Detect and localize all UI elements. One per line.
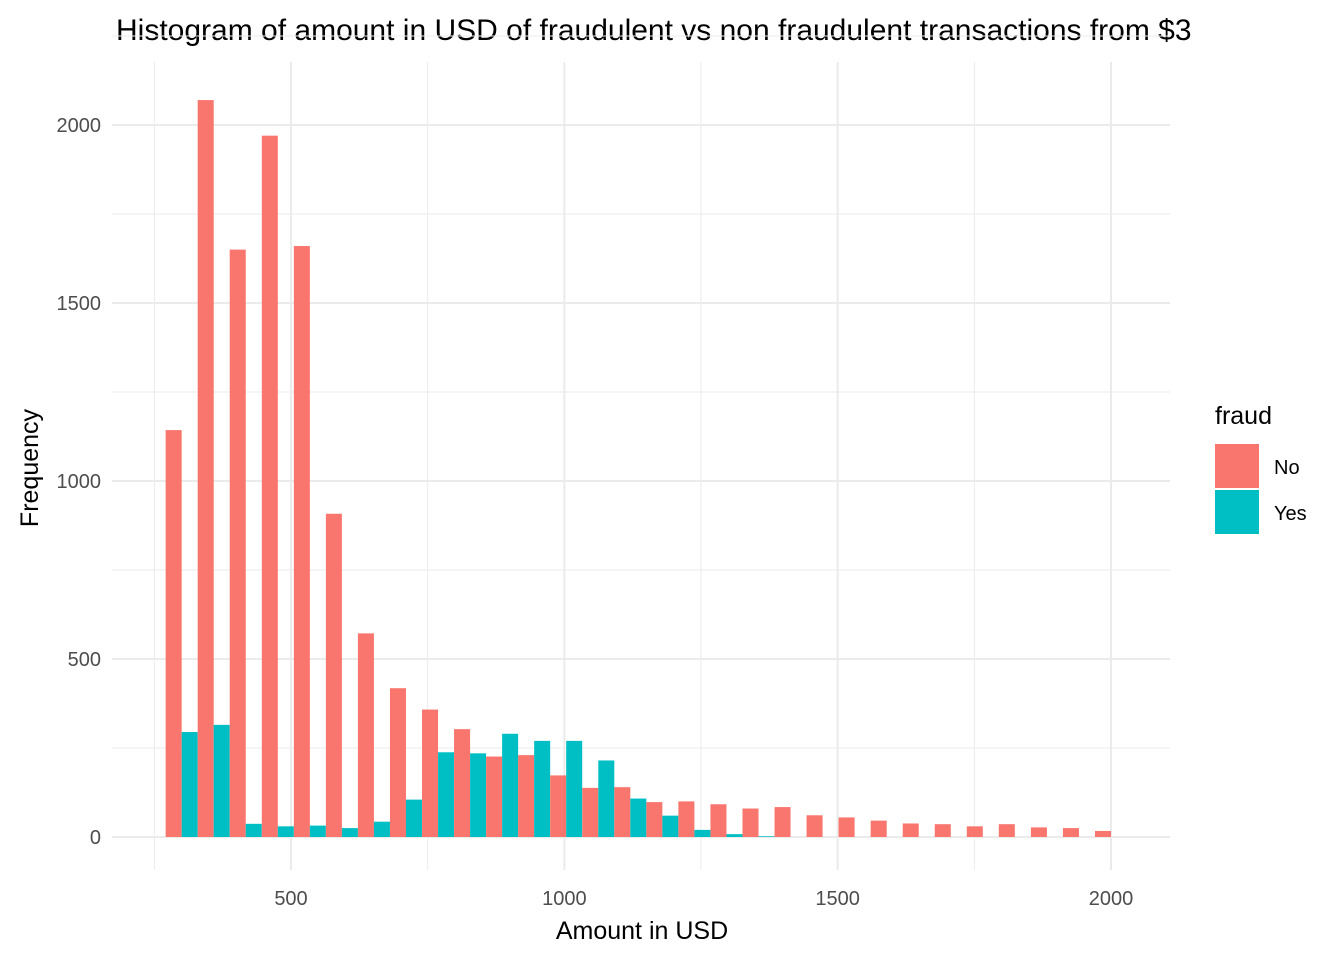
bar-no-6 xyxy=(357,633,374,837)
y-tick-label: 500 xyxy=(68,649,101,671)
bar-no-4 xyxy=(293,246,310,838)
bar-no-29 xyxy=(1094,830,1111,837)
bar-yes-1 xyxy=(213,724,230,837)
bars xyxy=(165,100,1111,838)
bar-yes-7 xyxy=(405,799,422,837)
y-tick-label: 2000 xyxy=(57,115,102,137)
bar-yes-17 xyxy=(726,834,743,837)
y-tick-label: 1000 xyxy=(57,471,102,493)
bar-no-27 xyxy=(1030,827,1047,837)
bar-no-24 xyxy=(934,824,951,837)
bar-no-28 xyxy=(1062,828,1079,837)
bar-no-14 xyxy=(614,787,631,837)
bar-yes-10 xyxy=(502,733,519,837)
bar-no-17 xyxy=(710,804,727,837)
bar-no-9 xyxy=(454,729,471,837)
bar-yes-4 xyxy=(309,825,326,837)
bar-no-26 xyxy=(998,824,1015,837)
y-axis-title: Frequency xyxy=(16,408,44,527)
legend-label-no: No xyxy=(1274,457,1300,479)
x-tick-label: 500 xyxy=(274,888,307,910)
bar-no-3 xyxy=(261,135,278,837)
bar-no-8 xyxy=(422,709,439,837)
bar-no-5 xyxy=(325,513,342,837)
bar-yes-8 xyxy=(438,752,455,837)
bar-yes-0 xyxy=(181,731,198,837)
x-tick-label: 2000 xyxy=(1089,888,1134,910)
bar-no-23 xyxy=(902,823,919,837)
bar-yes-11 xyxy=(534,740,551,837)
bar-no-2 xyxy=(229,249,246,838)
bar-yes-6 xyxy=(373,821,390,837)
bar-yes-18 xyxy=(758,836,775,837)
bar-no-13 xyxy=(582,787,599,837)
chart-title: Histogram of amount in USD of fraudulent… xyxy=(116,14,1192,47)
bar-yes-3 xyxy=(277,826,294,837)
x-tick-label: 1000 xyxy=(542,888,587,910)
x-axis-title: Amount in USD xyxy=(556,917,728,945)
axis-ticks: 500 1000 1500 2000 0 500 1000 1500 2000 xyxy=(57,115,1134,910)
bar-no-18 xyxy=(742,808,759,837)
bar-no-12 xyxy=(550,775,567,837)
bar-yes-9 xyxy=(470,753,487,837)
x-tick-label: 1500 xyxy=(815,888,860,910)
legend-key-yes xyxy=(1215,490,1259,534)
bar-no-11 xyxy=(518,755,535,837)
legend-title: fraud xyxy=(1215,402,1272,430)
bar-no-7 xyxy=(389,688,406,837)
legend-label-yes: Yes xyxy=(1274,503,1307,525)
bar-yes-13 xyxy=(598,760,615,837)
bar-no-19 xyxy=(774,807,791,837)
bar-no-15 xyxy=(646,802,663,837)
legend: No Yes xyxy=(1215,444,1307,534)
bar-no-16 xyxy=(678,801,695,837)
bar-yes-16 xyxy=(694,829,711,837)
legend-key-no xyxy=(1215,444,1259,488)
y-tick-label: 1500 xyxy=(57,293,102,315)
bar-yes-15 xyxy=(662,815,679,837)
bar-yes-12 xyxy=(566,740,583,837)
y-tick-label: 0 xyxy=(90,827,101,849)
bar-yes-5 xyxy=(341,828,358,837)
bar-no-22 xyxy=(870,820,887,837)
bar-no-21 xyxy=(838,817,855,837)
bar-no-10 xyxy=(486,756,503,837)
bar-yes-14 xyxy=(630,798,647,837)
bar-no-20 xyxy=(806,815,823,837)
bar-no-0 xyxy=(165,430,182,837)
bar-no-25 xyxy=(966,826,983,837)
bar-no-1 xyxy=(197,100,214,837)
bar-yes-2 xyxy=(245,823,262,837)
